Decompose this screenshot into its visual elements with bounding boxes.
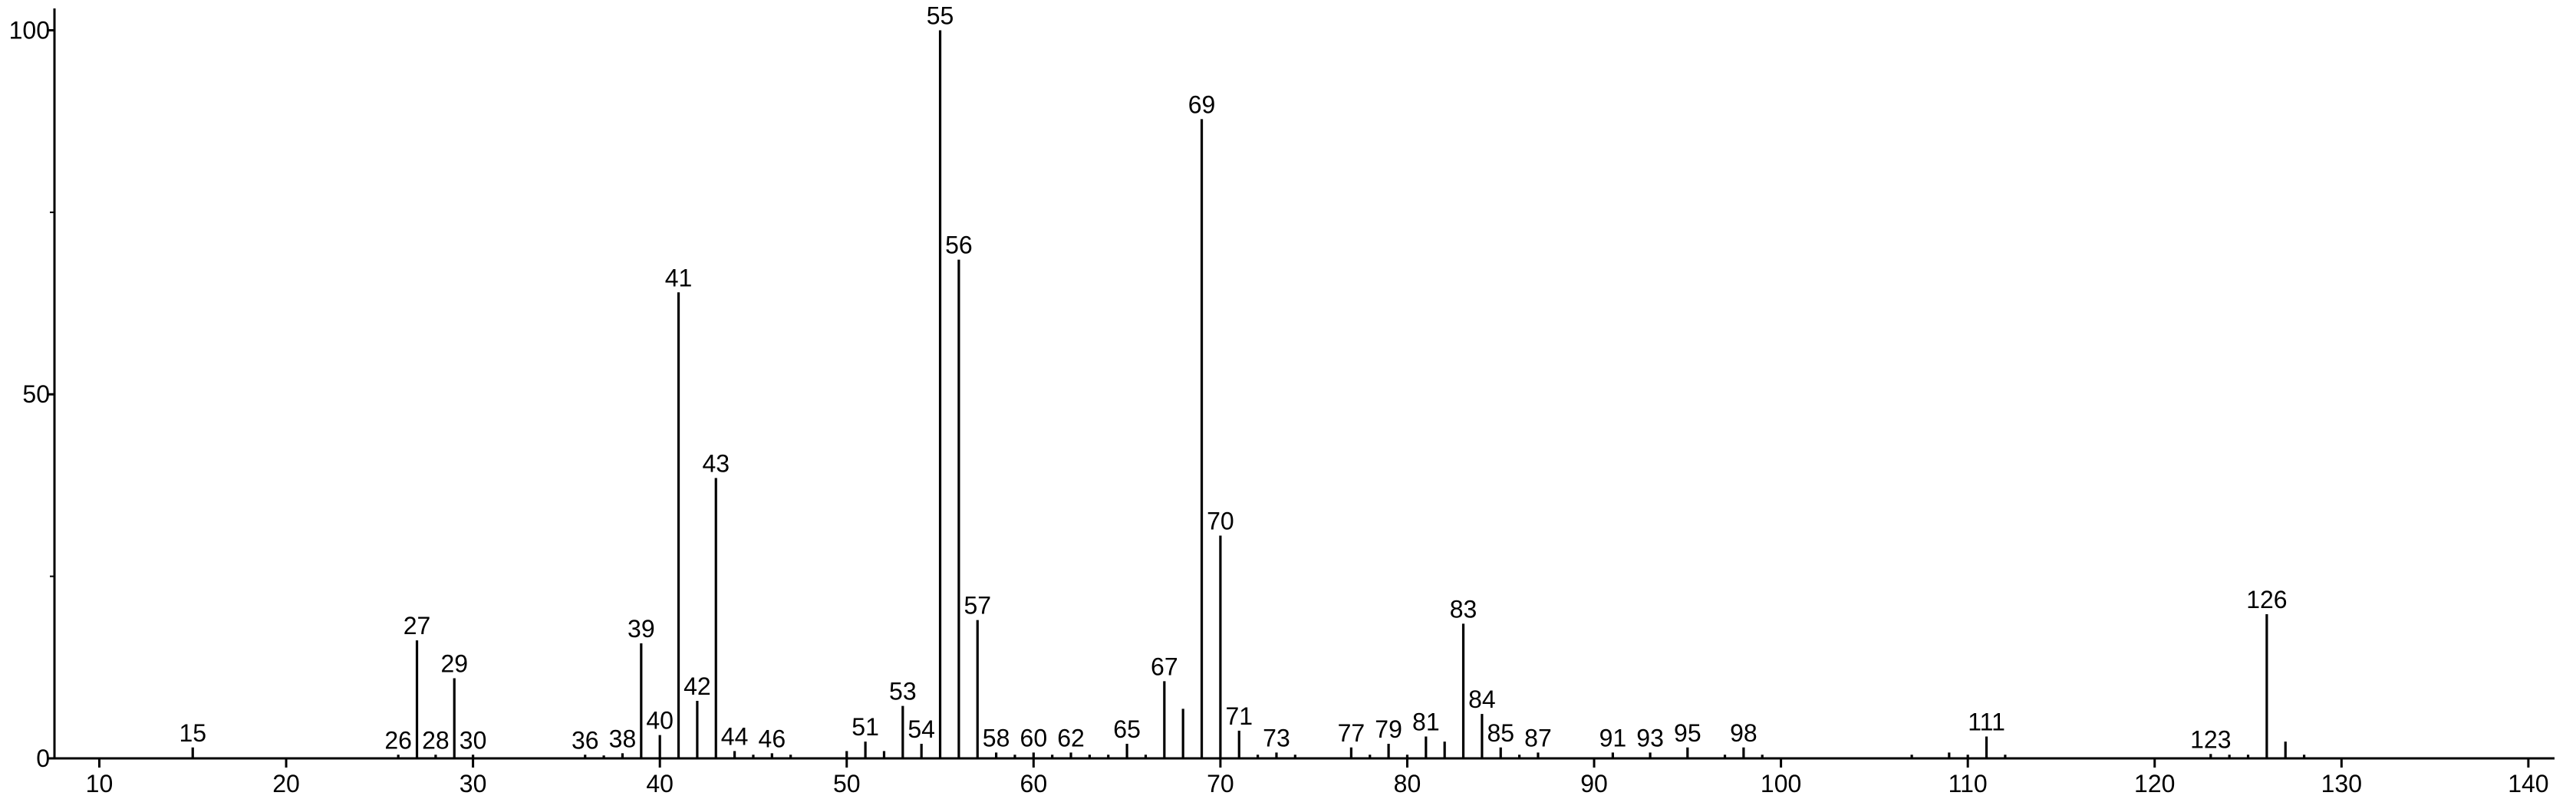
x-tick-label: 120 [2134, 770, 2175, 797]
peak-label: 91 [1599, 724, 1627, 751]
peak-label: 26 [384, 726, 412, 754]
peak-label: 39 [628, 615, 655, 643]
peak-label: 83 [1450, 595, 1477, 623]
x-tick-label: 140 [2508, 770, 2548, 797]
peak-label: 79 [1375, 715, 1402, 743]
peak-label: 87 [1524, 724, 1552, 751]
y-tick-label: 100 [9, 16, 50, 44]
x-tick-label: 50 [833, 770, 861, 797]
peak-label: 77 [1338, 719, 1365, 747]
x-tick-label: 90 [1580, 770, 1608, 797]
peak-label: 69 [1188, 90, 1216, 118]
peak-label: 58 [983, 724, 1010, 751]
peak-label: 40 [646, 707, 674, 735]
x-tick-label: 80 [1394, 770, 1421, 797]
peak-label: 123 [2190, 725, 2231, 753]
peak-label: 60 [1020, 724, 1048, 751]
peak-label: 54 [908, 715, 935, 743]
peak-label: 43 [702, 449, 730, 477]
peak-label: 98 [1730, 719, 1757, 747]
peak-label: 38 [609, 725, 637, 752]
peak-label: 57 [964, 592, 991, 620]
x-tick-label: 40 [646, 770, 674, 797]
peak-label: 73 [1263, 724, 1290, 751]
peak-label: 51 [852, 713, 879, 741]
peak-label: 55 [927, 2, 954, 29]
peak-label: 15 [179, 719, 206, 747]
peak-label: 65 [1113, 715, 1141, 743]
x-tick-label: 10 [86, 770, 114, 797]
peak-label: 81 [1412, 709, 1440, 736]
x-tick-label: 30 [460, 770, 487, 797]
peak-label: 95 [1674, 719, 1701, 747]
peak-label: 53 [889, 678, 917, 705]
peak-label: 29 [440, 650, 468, 678]
peak-label: 44 [721, 723, 749, 751]
peak-label: 85 [1487, 719, 1514, 747]
peak-label: 42 [684, 672, 711, 700]
peak-label: 46 [759, 725, 786, 752]
y-tick-label: 0 [36, 745, 50, 772]
peak-label: 41 [665, 264, 693, 291]
peak-label: 56 [945, 232, 973, 259]
peak-label: 71 [1225, 702, 1253, 730]
peak-label: 36 [572, 726, 599, 754]
x-tick-label: 110 [1948, 770, 1988, 797]
peak-label: 62 [1057, 724, 1085, 751]
x-tick-label: 130 [2321, 770, 2362, 797]
x-tick-label: 100 [1761, 770, 1801, 797]
peak-label: 111 [1968, 709, 2005, 736]
peak-label: 93 [1636, 724, 1664, 751]
peak-label: 84 [1468, 686, 1496, 713]
y-tick-label: 50 [22, 380, 50, 408]
x-tick-label: 20 [272, 770, 300, 797]
peak-label: 70 [1207, 507, 1234, 534]
peak-label: 126 [2246, 586, 2287, 613]
peak-label: 28 [422, 726, 450, 754]
x-tick-label: 70 [1207, 770, 1234, 797]
peak-label: 27 [404, 612, 431, 640]
peak-label: 30 [460, 726, 487, 754]
x-tick-label: 60 [1020, 770, 1048, 797]
peak-label: 67 [1151, 653, 1178, 680]
